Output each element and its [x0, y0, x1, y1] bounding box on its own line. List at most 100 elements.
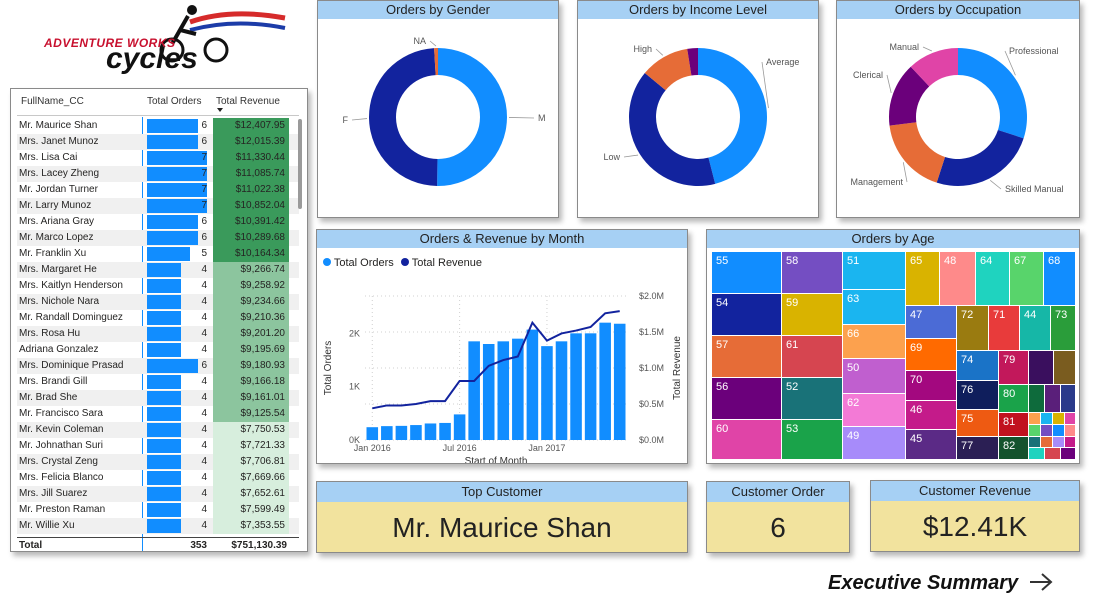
monthly-combo-chart[interactable]: Orders & Revenue by Month Total Orders T…	[316, 229, 688, 464]
treemap-cell[interactable]: 76	[957, 381, 998, 409]
treemap-cell[interactable]: 82	[999, 437, 1028, 459]
table-row[interactable]: Mrs. Lisa Cai 7 $11,330.44	[17, 150, 299, 166]
table-row[interactable]: Mrs. Felicia Blanco 4 $7,669.66	[17, 470, 299, 486]
occupation-donut-chart[interactable]: Orders by Occupation Professional Skilled…	[836, 0, 1080, 218]
customer-table[interactable]: FullName_CC Total Orders Total Revenue M…	[10, 88, 308, 552]
treemap-cell[interactable]: 72	[957, 306, 988, 350]
treemap-cell[interactable]: 66	[843, 325, 905, 358]
orders-bar[interactable]	[468, 341, 480, 440]
table-row[interactable]: Mr. Brad She 4 $9,161.01	[17, 390, 299, 406]
table-row[interactable]: Mrs. Ariana Gray 6 $10,391.42	[17, 214, 299, 230]
treemap-cell[interactable]	[1041, 425, 1052, 436]
revenue-line[interactable]	[372, 310, 620, 410]
donut-slice[interactable]	[369, 48, 438, 186]
treemap-cell[interactable]: 44	[1020, 306, 1050, 350]
orders-bar[interactable]	[584, 333, 597, 440]
table-row[interactable]: Mrs. Crystal Zeng 4 $7,706.81	[17, 454, 299, 470]
table-row[interactable]: Mr. Francisco Sara 4 $9,125.54	[17, 406, 299, 422]
treemap-cell[interactable]: 75	[957, 410, 998, 436]
treemap-cell[interactable]	[1065, 437, 1075, 447]
orders-bar[interactable]	[570, 333, 582, 440]
treemap-cell[interactable]: 50	[843, 359, 905, 393]
treemap-cell[interactable]: 79	[999, 351, 1028, 384]
treemap-cell[interactable]: 71	[989, 306, 1019, 350]
treemap-cell[interactable]: 56	[712, 378, 781, 419]
donut-slice[interactable]	[698, 48, 767, 184]
orders-bar[interactable]	[395, 425, 408, 440]
treemap-cell[interactable]: 67	[1010, 252, 1043, 305]
treemap-cell[interactable]: 74	[957, 351, 998, 380]
orders-bar[interactable]	[410, 425, 422, 440]
income-donut[interactable]: Average Low High	[578, 19, 818, 217]
treemap-cell[interactable]: 57	[712, 336, 781, 377]
donut-slice[interactable]	[629, 73, 716, 186]
customer-revenue-card[interactable]: Customer Revenue $12.41K	[870, 480, 1080, 552]
treemap-cell[interactable]	[1065, 413, 1075, 424]
treemap-cell[interactable]: 80	[999, 385, 1028, 412]
orders-bar[interactable]	[424, 423, 437, 440]
treemap-cell[interactable]	[1061, 448, 1075, 459]
treemap-cell[interactable]: 63	[843, 290, 905, 324]
treemap-cell[interactable]: 77	[957, 437, 998, 459]
treemap-cell[interactable]	[1045, 448, 1060, 459]
orders-bar[interactable]	[555, 341, 568, 440]
table-row[interactable]: Adriana Gonzalez 4 $9,195.69	[17, 342, 299, 358]
treemap[interactable]: 55 58 51 65 48 64 67 68 54 59 63 47 72 71 44 73 57 61 66 69…	[712, 252, 1076, 460]
donut-slice[interactable]	[687, 48, 698, 76]
donut-slice[interactable]	[936, 129, 1024, 186]
treemap-cell[interactable]: 64	[976, 252, 1009, 305]
treemap-cell[interactable]: 73	[1051, 306, 1075, 350]
combo-plot[interactable]: $0.0M $0.5M $1.0M $1.5M $2.0M 0K 1K 2K Jan 2016 J…	[317, 248, 687, 463]
treemap-cell[interactable]	[1029, 385, 1044, 412]
orders-bar[interactable]	[381, 426, 393, 440]
executive-summary-link[interactable]: Executive Summary	[828, 572, 1054, 595]
table-row[interactable]: Mrs. Dominique Prasad 6 $9,180.93	[17, 358, 299, 374]
orders-bar[interactable]	[482, 344, 495, 440]
treemap-cell[interactable]: 59	[782, 294, 842, 335]
income-donut-chart[interactable]: Orders by Income Level Average Low High	[577, 0, 819, 218]
table-row[interactable]: Mr. Larry Munoz 7 $10,852.04	[17, 198, 299, 214]
customer-order-card[interactable]: Customer Order 6	[706, 481, 850, 553]
treemap-cell[interactable]: 58	[782, 252, 842, 293]
treemap-cell[interactable]	[1054, 351, 1075, 384]
treemap-cell[interactable]	[1045, 385, 1060, 412]
table-row[interactable]: Mr. Jordan Turner 7 $11,022.38	[17, 182, 299, 198]
donut-slice[interactable]	[437, 48, 508, 187]
treemap-cell[interactable]: 69	[906, 339, 956, 370]
donut-slice[interactable]	[644, 48, 692, 91]
treemap-cell[interactable]: 46	[906, 401, 956, 429]
treemap-cell[interactable]: 52	[782, 378, 842, 419]
treemap-cell[interactable]: 47	[906, 306, 956, 338]
treemap-cell[interactable]	[1029, 425, 1040, 436]
treemap-cell[interactable]: 45	[906, 430, 956, 459]
treemap-cell[interactable]: 55	[712, 252, 781, 293]
treemap-cell[interactable]: 81	[999, 413, 1028, 436]
table-row[interactable]: Mr. Preston Raman 4 $7,599.49	[17, 502, 299, 518]
treemap-cell[interactable]: 54	[712, 294, 781, 335]
treemap-cell[interactable]: 53	[782, 420, 842, 459]
table-row[interactable]: Mrs. Rosa Hu 4 $9,201.20	[17, 326, 299, 342]
table-row[interactable]: Mrs. Nichole Nara 4 $9,234.66	[17, 294, 299, 310]
gender-donut[interactable]: M F NA	[318, 19, 558, 217]
treemap-cell[interactable]	[1053, 425, 1064, 436]
table-row[interactable]: Mrs. Brandi Gill 4 $9,166.18	[17, 374, 299, 390]
treemap-cell[interactable]	[1029, 413, 1040, 424]
treemap-cell[interactable]: 65	[906, 252, 939, 305]
table-row[interactable]: Mrs. Kaitlyn Henderson 4 $9,258.92	[17, 278, 299, 294]
orders-bar[interactable]	[453, 414, 466, 440]
treemap-cell[interactable]	[1065, 425, 1075, 436]
treemap-cell[interactable]	[1061, 385, 1075, 412]
orders-bar[interactable]	[366, 427, 379, 440]
orders-bar[interactable]	[599, 322, 611, 440]
orders-bar[interactable]	[613, 323, 626, 440]
orders-bar[interactable]	[439, 422, 451, 440]
table-row[interactable]: Mrs. Lacey Zheng 7 $11,085.74	[17, 166, 299, 182]
treemap-cell[interactable]	[1053, 437, 1064, 447]
treemap-cell[interactable]	[1053, 413, 1064, 424]
treemap-cell[interactable]: 62	[843, 394, 905, 426]
orders-bar[interactable]	[541, 346, 553, 440]
treemap-cell[interactable]	[1029, 448, 1044, 459]
treemap-cell[interactable]	[1029, 437, 1040, 447]
donut-slice[interactable]	[910, 48, 958, 87]
treemap-cell[interactable]: 48	[940, 252, 975, 305]
